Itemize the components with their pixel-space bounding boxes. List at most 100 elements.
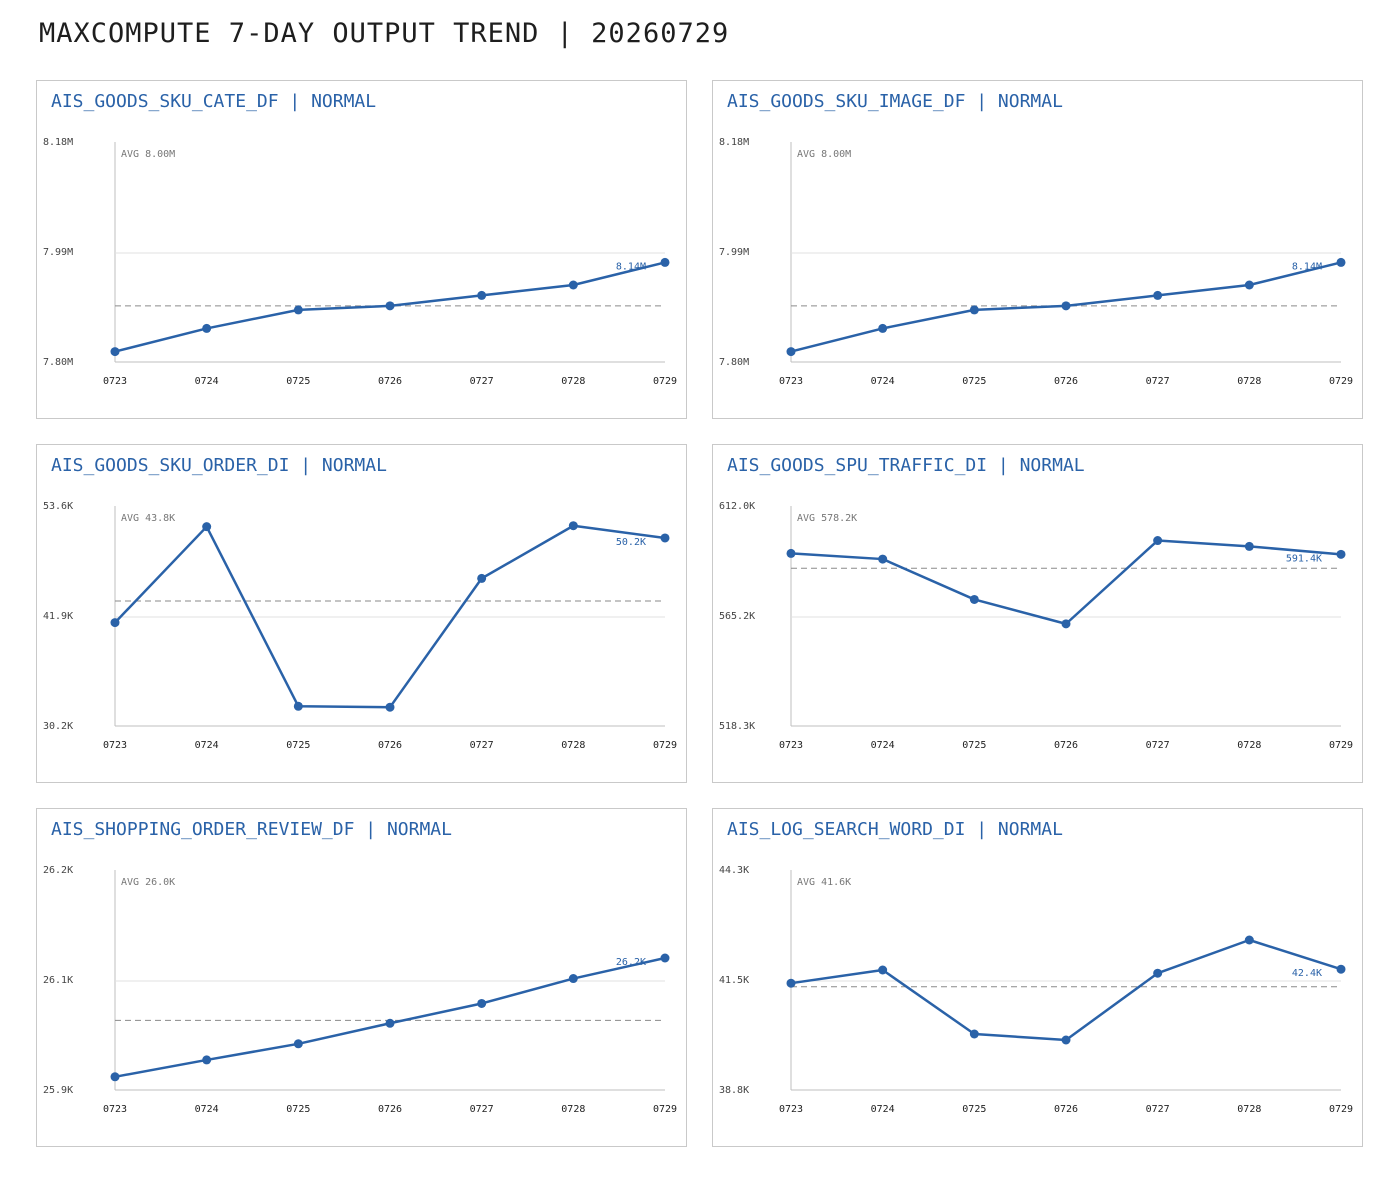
data-point (568, 521, 578, 531)
y-tick-label: 518.3K (719, 721, 755, 732)
x-tick-label: 0729 (1329, 740, 1353, 751)
y-tick-label: 7.80M (43, 357, 73, 368)
x-tick-label: 0725 (962, 376, 986, 387)
series-line (114, 524, 666, 709)
y-tick-label: 25.9K (43, 1085, 73, 1096)
series-line (790, 938, 1342, 1042)
data-point (660, 533, 670, 543)
data-point (110, 1072, 120, 1082)
x-tick-label: 0723 (103, 1104, 127, 1115)
chart-title: AIS_SHOPPING_ORDER_REVIEW_DF | NORMAL (51, 819, 452, 840)
x-tick-label: 0728 (1237, 1104, 1261, 1115)
data-point (1061, 619, 1071, 629)
y-tick-label: 565.2K (719, 611, 755, 622)
line-chart: 26.2K 26.1K 25.9K 0723 0724 0725 0726 0727 0728 0… (43, 865, 677, 1115)
avg-label: AVG 26.0K (121, 877, 175, 888)
x-tick-label: 0724 (195, 1104, 219, 1115)
x-tick-label: 0723 (103, 376, 127, 387)
data-point (786, 347, 796, 357)
x-tick-label: 0724 (871, 1104, 895, 1115)
data-point (786, 978, 796, 988)
x-tick-label: 0724 (195, 376, 219, 387)
data-point (293, 701, 303, 711)
series-line (790, 539, 1342, 626)
data-point (568, 974, 578, 984)
data-point (878, 323, 888, 333)
y-tick-label: 44.3K (719, 865, 749, 876)
data-point (385, 1018, 395, 1028)
x-tick-label: 0726 (1054, 1104, 1078, 1115)
data-point (568, 280, 578, 290)
x-tick-label: 0724 (195, 740, 219, 751)
data-point (786, 548, 796, 558)
data-point (878, 965, 888, 975)
chart-title: AIS_GOODS_SKU_CATE_DF | NORMAL (51, 91, 377, 112)
y-tick-label: 53.6K (43, 501, 73, 512)
data-point (1244, 280, 1254, 290)
data-point (1061, 301, 1071, 311)
x-tick-label: 0725 (962, 740, 986, 751)
x-tick-label: 0723 (779, 1104, 803, 1115)
data-point (1336, 257, 1346, 267)
x-tick-label: 0729 (1329, 1104, 1353, 1115)
data-point (293, 305, 303, 315)
avg-label: AVG 578.2K (797, 513, 857, 524)
data-point (1061, 1035, 1071, 1045)
data-point (969, 1029, 979, 1039)
data-point (1244, 541, 1254, 551)
data-point (110, 347, 120, 357)
series-line (114, 956, 666, 1079)
data-point (1336, 964, 1346, 974)
avg-label: AVG 43.8K (121, 513, 175, 524)
data-point (477, 290, 487, 300)
data-point (293, 1039, 303, 1049)
chart-panel-spu-traffic: AIS_GOODS_SPU_TRAFFIC_DI | NORMAL 612.0K… (712, 444, 1363, 783)
chart-title: AIS_GOODS_SKU_ORDER_DI | NORMAL (51, 455, 387, 476)
x-tick-label: 0728 (1237, 376, 1261, 387)
data-point (1336, 549, 1346, 559)
data-point (1153, 536, 1163, 546)
data-point (969, 594, 979, 604)
x-tick-label: 0728 (561, 740, 585, 751)
data-point (202, 1055, 212, 1065)
x-tick-label: 0727 (1146, 740, 1170, 751)
last-value-label: 8.14M (1292, 261, 1322, 272)
y-tick-label: 7.99M (43, 247, 73, 258)
y-tick-label: 41.5K (719, 975, 749, 986)
chart-panel-sku-cate: AIS_GOODS_SKU_CATE_DF | NORMAL 8.18M 7.99… (36, 80, 687, 419)
chart-title: AIS_LOG_SEARCH_WORD_DI | NORMAL (727, 819, 1063, 840)
chart-title: AIS_GOODS_SPU_TRAFFIC_DI | NORMAL (727, 455, 1085, 476)
x-tick-label: 0729 (653, 376, 677, 387)
y-tick-label: 41.9K (43, 611, 73, 622)
x-tick-label: 0726 (378, 740, 402, 751)
x-tick-label: 0725 (286, 740, 310, 751)
x-tick-label: 0725 (286, 1104, 310, 1115)
x-tick-label: 0724 (871, 376, 895, 387)
y-tick-label: 38.8K (719, 1085, 749, 1096)
data-point (477, 573, 487, 583)
y-tick-label: 8.18M (43, 137, 73, 148)
x-tick-label: 0727 (470, 1104, 494, 1115)
chart-panel-order-review: AIS_SHOPPING_ORDER_REVIEW_DF | NORMAL 26… (36, 808, 687, 1147)
chart-panel-search-word: AIS_LOG_SEARCH_WORD_DI | NORMAL 44.3K 41.… (712, 808, 1363, 1147)
chart-panel-sku-image: AIS_GOODS_SKU_IMAGE_DF | NORMAL 8.18M 7.9… (712, 80, 1363, 419)
line-chart: 8.18M 7.99M 7.80M 0723 0724 0725 0726 0727 0728 0… (719, 137, 1353, 387)
chart-panel-sku-order: AIS_GOODS_SKU_ORDER_DI | NORMAL 53.6K 41.… (36, 444, 687, 783)
x-tick-label: 0729 (653, 740, 677, 751)
y-tick-label: 26.1K (43, 975, 73, 986)
avg-label: AVG 8.00M (797, 149, 851, 160)
last-value-label: 8.14M (616, 261, 646, 272)
x-tick-label: 0723 (103, 740, 127, 751)
chart-title: AIS_GOODS_SKU_IMAGE_DF | NORMAL (727, 91, 1063, 112)
last-value-label: 50.2K (616, 537, 646, 548)
data-point (202, 323, 212, 333)
data-point (660, 257, 670, 267)
data-point (878, 554, 888, 564)
x-tick-label: 0728 (561, 1104, 585, 1115)
y-tick-label: 7.80M (719, 357, 749, 368)
data-point (385, 702, 395, 712)
x-tick-label: 0725 (286, 376, 310, 387)
x-tick-label: 0725 (962, 1104, 986, 1115)
y-tick-label: 26.2K (43, 865, 73, 876)
x-tick-label: 0729 (1329, 376, 1353, 387)
